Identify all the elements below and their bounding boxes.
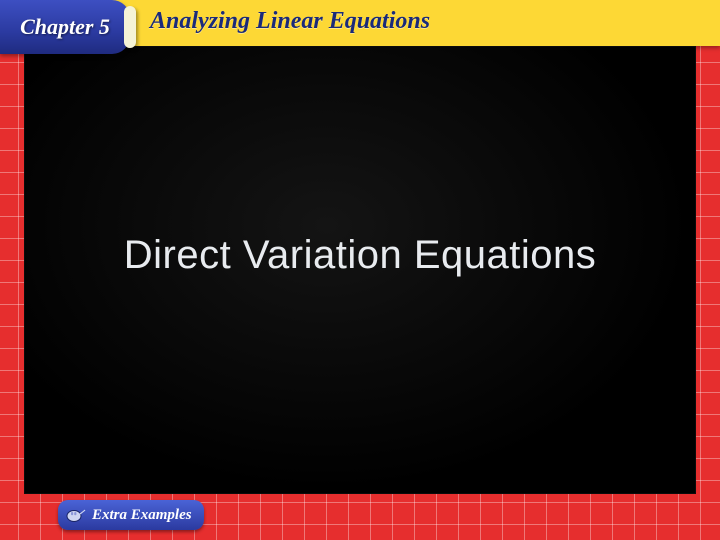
slide-title: Direct Variation Equations xyxy=(124,233,597,278)
header-title: Analyzing Linear Equations xyxy=(150,8,430,35)
extra-examples-button[interactable]: Extra Examples xyxy=(58,500,204,530)
mouse-icon xyxy=(66,507,86,523)
slide-panel: Direct Variation Equations xyxy=(24,46,696,494)
chapter-label: Chapter 5 xyxy=(0,0,130,54)
extra-examples-label: Extra Examples xyxy=(92,507,192,524)
chapter-tab: Chapter 5 xyxy=(0,0,138,62)
